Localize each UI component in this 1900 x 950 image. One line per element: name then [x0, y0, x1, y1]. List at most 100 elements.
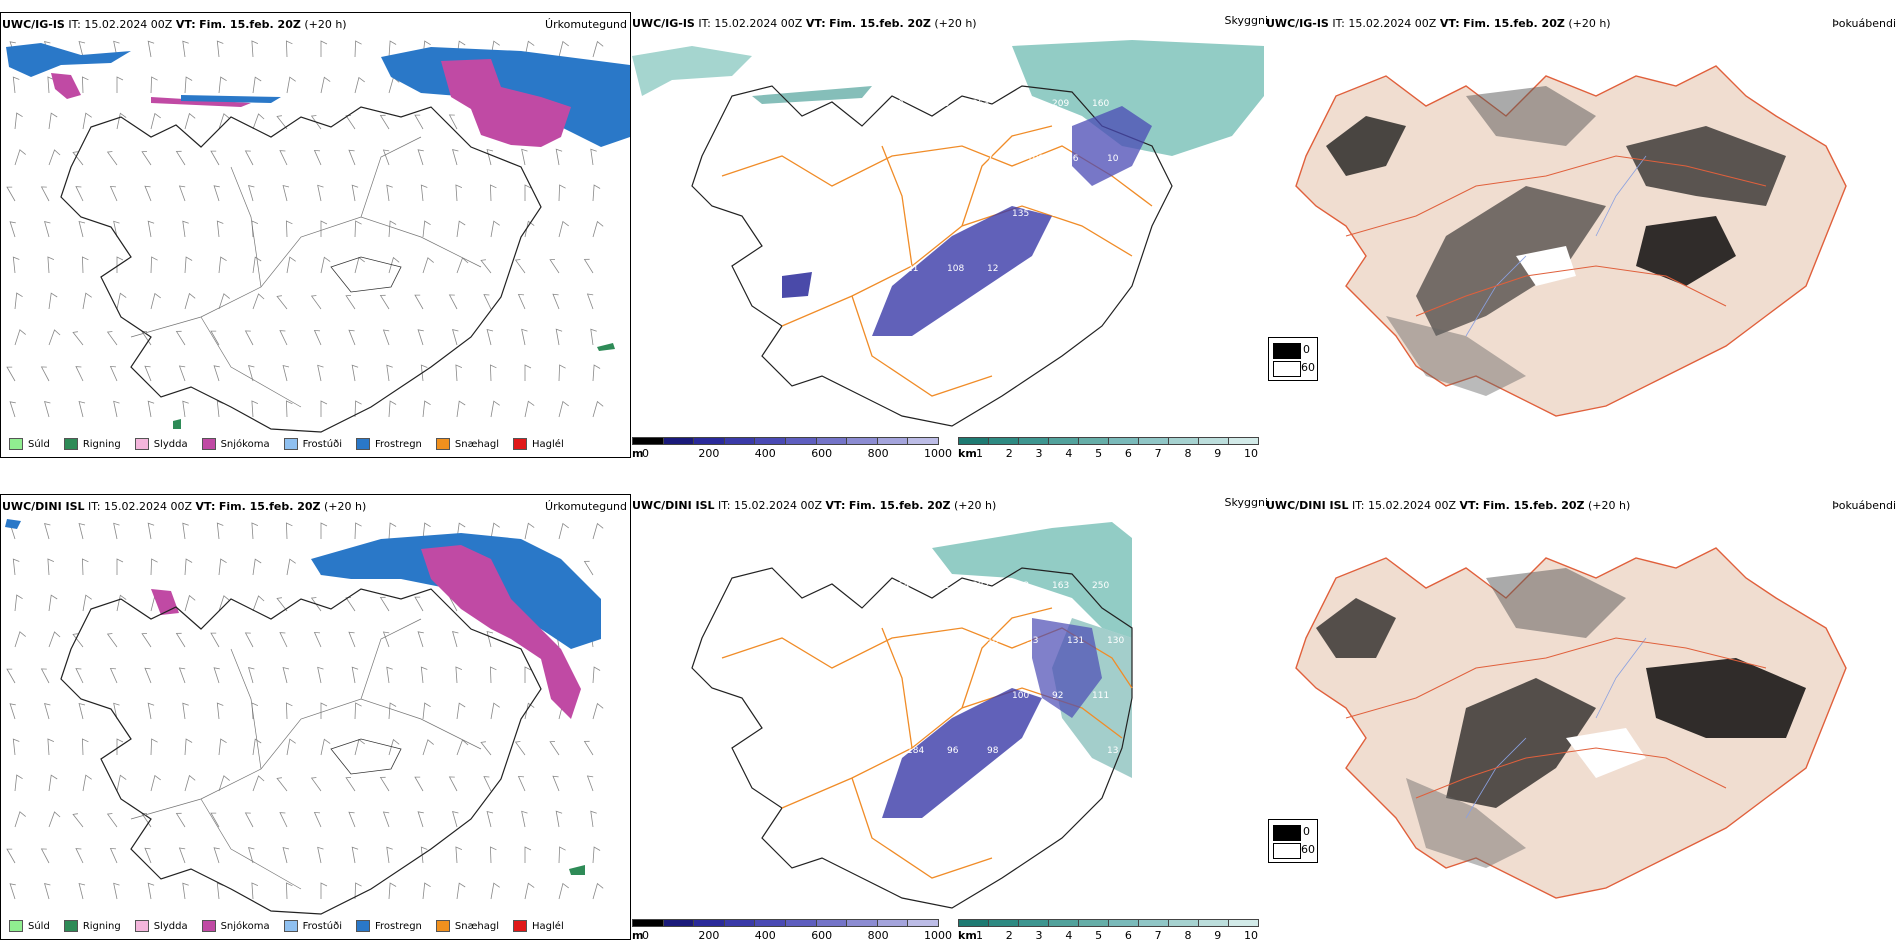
wind-barb — [517, 293, 526, 310]
wind-barb — [489, 846, 497, 864]
wind-barb — [586, 293, 594, 310]
wind-barb — [147, 882, 155, 900]
wind-barb — [175, 330, 186, 346]
precip-legend-item: Rigning — [63, 920, 121, 932]
wind-barb — [414, 294, 424, 310]
fog-dark-area — [1416, 186, 1606, 336]
wind-barb — [549, 741, 560, 756]
wind-barb — [420, 364, 428, 382]
wind-barb — [583, 740, 594, 756]
wind-barb — [244, 330, 254, 346]
wind-barb — [448, 294, 458, 310]
wind-barb — [382, 149, 390, 166]
wind-barb — [524, 400, 535, 418]
cloud-base-label: 109 — [1027, 154, 1044, 164]
cloud-base-label: 32 — [1107, 264, 1118, 274]
visibility-colorbar: km 1 2 3 4 5 6 7 8 9 10 — [958, 437, 1259, 461]
wind-barb — [388, 256, 400, 274]
model-name: UWC/IG-IS — [1266, 17, 1329, 30]
wind-barb — [113, 702, 120, 720]
wind-barb — [81, 256, 89, 274]
wind-barb — [382, 329, 390, 346]
precip-legend-item: Frostúði — [283, 438, 342, 450]
wind-barb — [9, 401, 16, 418]
panel-header: UWC/IG-IS IT: 15.02.2024 00Z VT: Fim. 15… — [632, 17, 977, 30]
cloud-base-label: 7 — [987, 154, 993, 164]
colorbar-segment — [1048, 437, 1079, 445]
wind-barb — [348, 631, 356, 648]
wind-barb — [320, 40, 328, 57]
model-name: UWC/DINI ISL — [1266, 499, 1349, 512]
wind-barb — [345, 597, 356, 612]
wind-barb — [147, 702, 155, 720]
wind-barb — [489, 364, 497, 382]
low-visibility-area — [1012, 40, 1264, 156]
wind-barb — [78, 702, 86, 720]
wind-barb — [351, 364, 359, 382]
wind-barb — [144, 365, 152, 382]
valid-time: Fim. 15.feb. 20Z — [829, 17, 931, 30]
wind-barb — [388, 400, 397, 418]
iceland-coastline — [691, 85, 1173, 427]
colorbar-segment — [1168, 437, 1199, 445]
wind-barb — [558, 184, 566, 202]
roads — [721, 125, 1153, 397]
cloud-base-label: 292 — [1012, 581, 1029, 591]
wind-barb — [586, 775, 594, 792]
wind-barb — [252, 293, 265, 310]
colorbar-segment — [662, 437, 695, 445]
wind-barb — [456, 400, 466, 418]
wind-barb — [40, 668, 50, 684]
panel-title: Þokuábendi — [1832, 499, 1896, 512]
colorbar-segment — [907, 919, 939, 927]
fog-dark-area — [1316, 598, 1396, 658]
colorbar-tick-label: 200 — [698, 447, 720, 460]
wind-barb — [521, 148, 528, 166]
wind-barb — [590, 328, 597, 346]
colorbar-tick-label: 8 — [1184, 447, 1192, 460]
wind-barb — [213, 847, 220, 864]
fog-map — [1295, 547, 1847, 899]
wind-barb — [48, 811, 61, 828]
wind-barb — [184, 774, 196, 792]
wind-barb — [320, 256, 331, 274]
wind-barb — [524, 364, 532, 381]
wind-barb — [285, 702, 293, 720]
visibility-colorbar: km 1 2 3 4 5 6 7 8 9 10 — [958, 919, 1259, 943]
fog-grey-area — [1406, 778, 1526, 868]
colorbar-tick-label: 10 — [1244, 929, 1258, 942]
wind-barb — [12, 256, 20, 274]
wind-barb — [455, 666, 463, 684]
cloud-base-label: 10 — [1027, 746, 1039, 756]
wind-barb — [279, 632, 288, 648]
cloud-base-label: 12 — [947, 154, 958, 164]
cloud-base-label: 80 — [892, 209, 904, 219]
wind-barb — [14, 811, 26, 828]
precip-legend-swatch — [513, 920, 528, 932]
wind-barb — [480, 259, 492, 274]
wind-barb — [150, 738, 158, 756]
wind-barb — [388, 738, 400, 756]
precip-type-panel-top: UWC/IG-IS IT: 15.02.2024 00Z VT: Fim. 15… — [0, 12, 631, 458]
wind-barb — [72, 331, 84, 346]
fog-panel-top: UWC/IG-IS IT: 15.02.2024 00Z VT: Fim. 15… — [1266, 12, 1900, 458]
wind-barb — [524, 184, 532, 201]
wind-barb — [82, 292, 92, 310]
colorbar-segment — [1138, 437, 1169, 445]
colorbar-tick-label: 9 — [1214, 447, 1222, 460]
colorbar-tick-label: 7 — [1154, 447, 1162, 460]
cloud-base-label: 107 — [932, 691, 949, 701]
iceland-coastline — [691, 567, 1133, 909]
freezing-rain-area — [5, 519, 21, 529]
wind-barb — [592, 364, 601, 382]
fog-dark-area — [1636, 216, 1736, 286]
wind-barb — [40, 366, 50, 382]
wind-barb — [282, 364, 290, 382]
colorbar-segment — [876, 437, 909, 445]
panel-title: Skyggni — [1224, 496, 1268, 509]
colorbar-segment — [1018, 919, 1049, 927]
precip-legend-item: Snæhagl — [435, 920, 499, 932]
colorbar-segment — [1228, 919, 1259, 927]
precip-legend-item: Rigning — [63, 438, 121, 450]
low-visibility-area — [632, 46, 752, 96]
